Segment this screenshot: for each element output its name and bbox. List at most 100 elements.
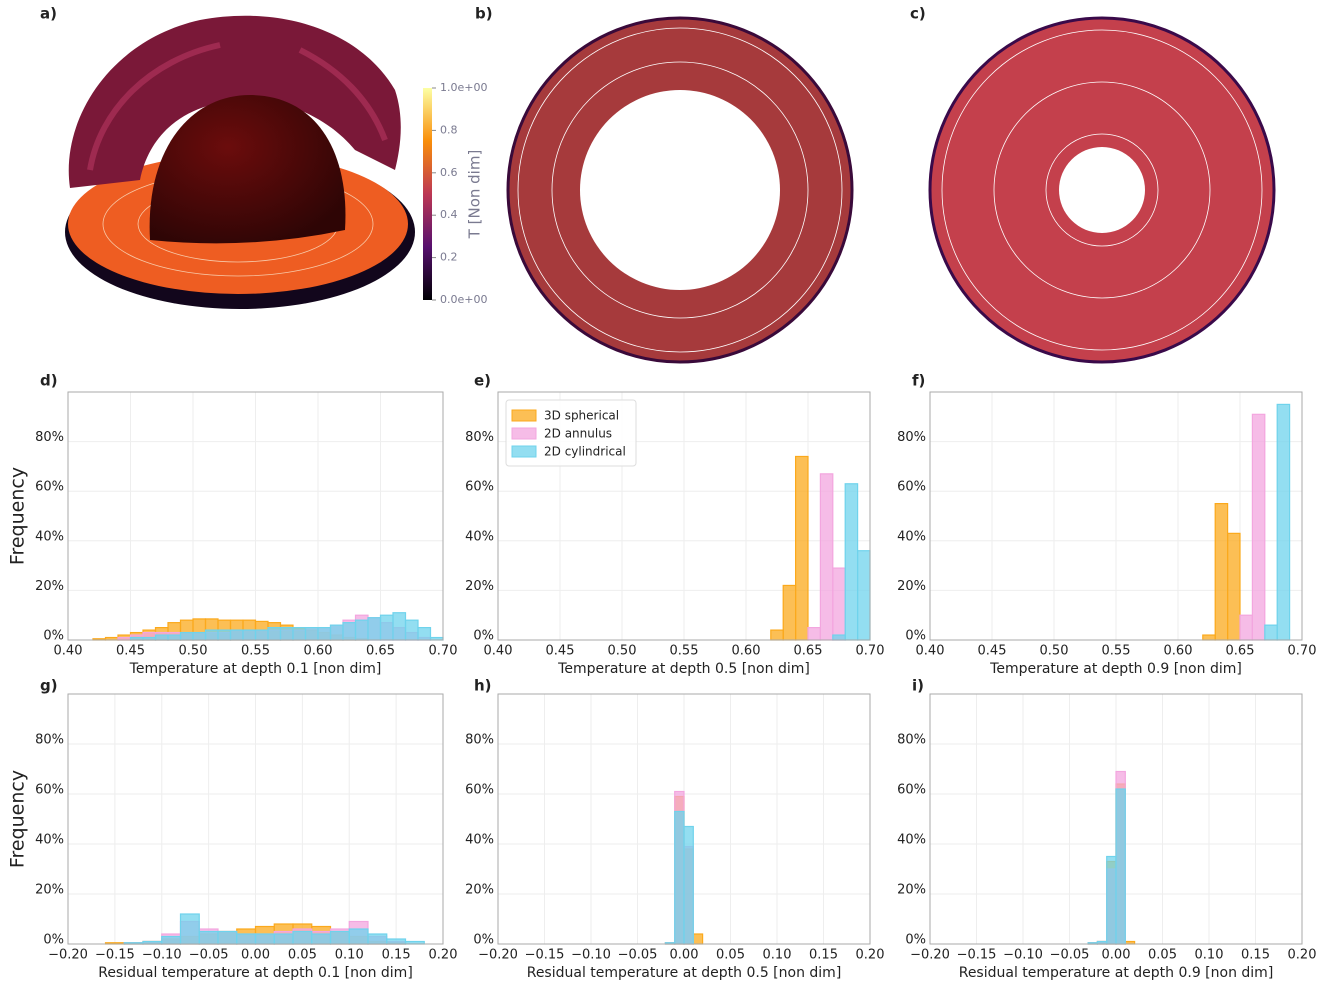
x-tick-label: 0.65 <box>366 644 395 659</box>
y-tick-label: 40% <box>897 529 926 544</box>
y-tick-label: 0% <box>473 629 494 644</box>
y-tick-label: 80% <box>897 430 926 445</box>
y-tick-label: 40% <box>465 833 494 848</box>
x-tick-label: 0.20 <box>429 948 458 963</box>
panel-label: h) <box>474 677 492 695</box>
histogram-bar <box>318 628 331 640</box>
y-tick-label: 20% <box>897 883 926 898</box>
x-tick-label: 0.10 <box>1195 948 1224 963</box>
histogram-bar <box>381 615 394 640</box>
panel-label: i) <box>912 677 924 695</box>
x-tick-label: −0.10 <box>142 948 182 963</box>
histogram-bar <box>218 630 231 640</box>
y-tick-label: 20% <box>465 579 494 594</box>
x-tick-label: 0.05 <box>716 948 745 963</box>
x-tick-label: −0.20 <box>478 948 518 963</box>
histogram-bar <box>256 934 275 944</box>
y-tick-label: 60% <box>465 783 494 798</box>
histogram-bar <box>331 625 344 640</box>
x-tick-label: 0.00 <box>241 948 270 963</box>
histogram-bar <box>168 635 181 640</box>
histogram-bar <box>199 932 218 945</box>
x-tick-label: 0.10 <box>335 948 364 963</box>
histogram-bar <box>1107 857 1116 945</box>
histogram-bar <box>268 628 281 640</box>
x-tick-label: 0.00 <box>1102 948 1131 963</box>
histogram-bar <box>387 939 406 944</box>
colorbar <box>423 88 432 300</box>
x-tick-label: 0.05 <box>288 948 317 963</box>
x-tick-label: −0.10 <box>571 948 611 963</box>
x-tick-label: 0.55 <box>1102 644 1131 659</box>
panel-label: f) <box>912 372 925 390</box>
y-tick-label: 0% <box>473 933 494 948</box>
histogram-bar <box>771 630 783 640</box>
histogram-bar <box>306 628 319 640</box>
histogram-bar <box>331 932 350 945</box>
x-tick-label: −0.05 <box>189 948 229 963</box>
x-tick-label: 0.45 <box>116 644 145 659</box>
y-tick-label: 80% <box>897 733 926 748</box>
x-axis-label: Temperature at depth 0.5 [non dim] <box>557 661 810 677</box>
histogram-bar <box>368 934 387 944</box>
colorbar-tick-label: 0.8 <box>440 123 458 136</box>
histogram-bar <box>833 568 845 640</box>
histogram-bar <box>1252 414 1264 640</box>
x-tick-label: 0.60 <box>304 644 333 659</box>
x-tick-label: −0.20 <box>910 948 950 963</box>
histogram-bar <box>181 633 194 640</box>
y-tick-label: 0% <box>43 933 64 948</box>
y-tick-label: 60% <box>465 480 494 495</box>
x-tick-label: 0.40 <box>484 644 513 659</box>
colorbar-tick-label: 0.2 <box>440 251 458 264</box>
histogram-bar <box>845 484 857 640</box>
y-tick-label: 40% <box>465 529 494 544</box>
x-tick-label: 0.70 <box>1288 644 1317 659</box>
histogram-bar <box>783 585 795 640</box>
x-tick-label: 0.50 <box>1040 644 1069 659</box>
panel-label: b) <box>475 5 493 23</box>
legend-swatch <box>512 446 536 457</box>
y-tick-label: 40% <box>35 529 64 544</box>
legend-label: 2D cylindrical <box>544 445 626 459</box>
x-tick-label: 0.15 <box>382 948 411 963</box>
x-axis-label: Temperature at depth 0.1 [non dim] <box>129 661 382 677</box>
histogram-bar <box>1228 533 1240 640</box>
histogram-bar <box>1265 625 1277 640</box>
x-axis-label: Residual temperature at depth 0.9 [non d… <box>959 965 1274 981</box>
y-tick-label: 60% <box>35 480 64 495</box>
y-tick-label: 0% <box>905 629 926 644</box>
x-tick-label: 0.40 <box>54 644 83 659</box>
x-tick-label: 0.70 <box>429 644 458 659</box>
colorbar-tick-label: 0.4 <box>440 208 458 221</box>
x-tick-label: −0.05 <box>618 948 658 963</box>
histogram-bar <box>181 914 200 944</box>
histogram-bar <box>218 932 237 945</box>
histogram-bar <box>833 635 845 640</box>
histogram-bar <box>808 628 820 640</box>
x-tick-label: 0.60 <box>1164 644 1193 659</box>
y-tick-label: 60% <box>897 480 926 495</box>
panel-label: g) <box>40 677 58 695</box>
figure: a) b) c) 0.0e+000.20.40.60.81.0e+00T [No… <box>0 0 1330 989</box>
panel-c-image <box>930 18 1274 362</box>
x-tick-label: 0.50 <box>608 644 637 659</box>
x-tick-label: 0.15 <box>809 948 838 963</box>
x-tick-label: 0.10 <box>763 948 792 963</box>
y-tick-label: 60% <box>897 783 926 798</box>
histogram-bar <box>293 932 312 945</box>
x-tick-label: 0.20 <box>1288 948 1317 963</box>
y-axis-label: Frequency <box>7 467 29 565</box>
panel-label: c) <box>910 5 926 23</box>
x-tick-label: −0.15 <box>957 948 997 963</box>
x-tick-label: 0.65 <box>794 644 823 659</box>
histogram-bar <box>368 618 381 640</box>
x-tick-label: 0.05 <box>1148 948 1177 963</box>
y-tick-label: 20% <box>465 883 494 898</box>
histogram-bar <box>256 630 269 640</box>
histogram-bar <box>356 620 369 640</box>
histogram-bar <box>693 934 702 944</box>
x-tick-label: 0.70 <box>856 644 885 659</box>
panel-b-image <box>508 18 852 362</box>
colorbar-label: T [Non dim] <box>466 150 484 240</box>
